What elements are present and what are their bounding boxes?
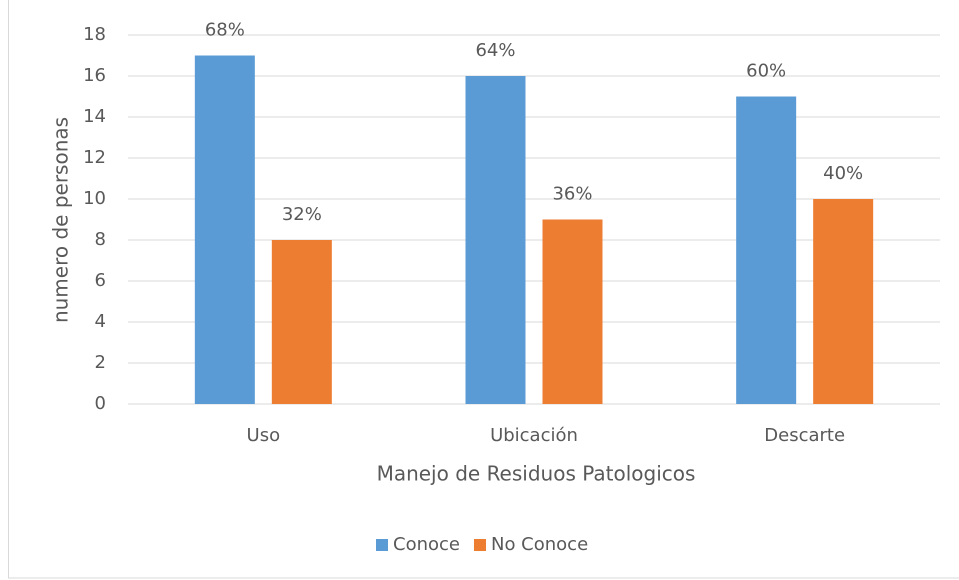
legend-swatch: [473, 539, 486, 551]
y-tick-label: 14: [83, 106, 106, 127]
data-label: 32%: [282, 204, 322, 225]
data-label: 64%: [475, 40, 515, 61]
y-tick-label: 12: [83, 147, 106, 168]
y-tick-label: 2: [95, 352, 106, 373]
x-tick-label: Ubicación: [490, 425, 578, 446]
legend-label: Conoce: [393, 534, 460, 555]
y-tick-label: 18: [83, 24, 106, 45]
x-tick-label: Descarte: [764, 425, 845, 446]
bar: [465, 76, 526, 404]
y-tick-label: 10: [83, 188, 106, 209]
legend-label: No Conoce: [491, 534, 588, 555]
data-label: 40%: [823, 163, 863, 184]
y-tick-label: 0: [95, 393, 106, 414]
x-tick-label: Uso: [247, 425, 281, 446]
y-axis-label: numero de personas: [49, 117, 73, 323]
data-label: 68%: [205, 20, 245, 41]
y-tick-label: 6: [95, 270, 106, 291]
y-tick-label: 8: [95, 229, 106, 250]
data-label: 60%: [746, 61, 786, 82]
bar: [813, 199, 874, 404]
y-tick-label: 16: [83, 65, 106, 86]
bar: [271, 240, 332, 404]
y-tick-label: 4: [95, 311, 106, 332]
data-label: 36%: [552, 184, 592, 205]
bar: [736, 96, 797, 404]
legend-swatch: [376, 539, 388, 551]
x-axis-label: Manejo de Residuos Patologicos: [377, 462, 696, 486]
chart-border: [8, 0, 959, 579]
bar: [542, 219, 603, 404]
bar: [194, 55, 255, 404]
